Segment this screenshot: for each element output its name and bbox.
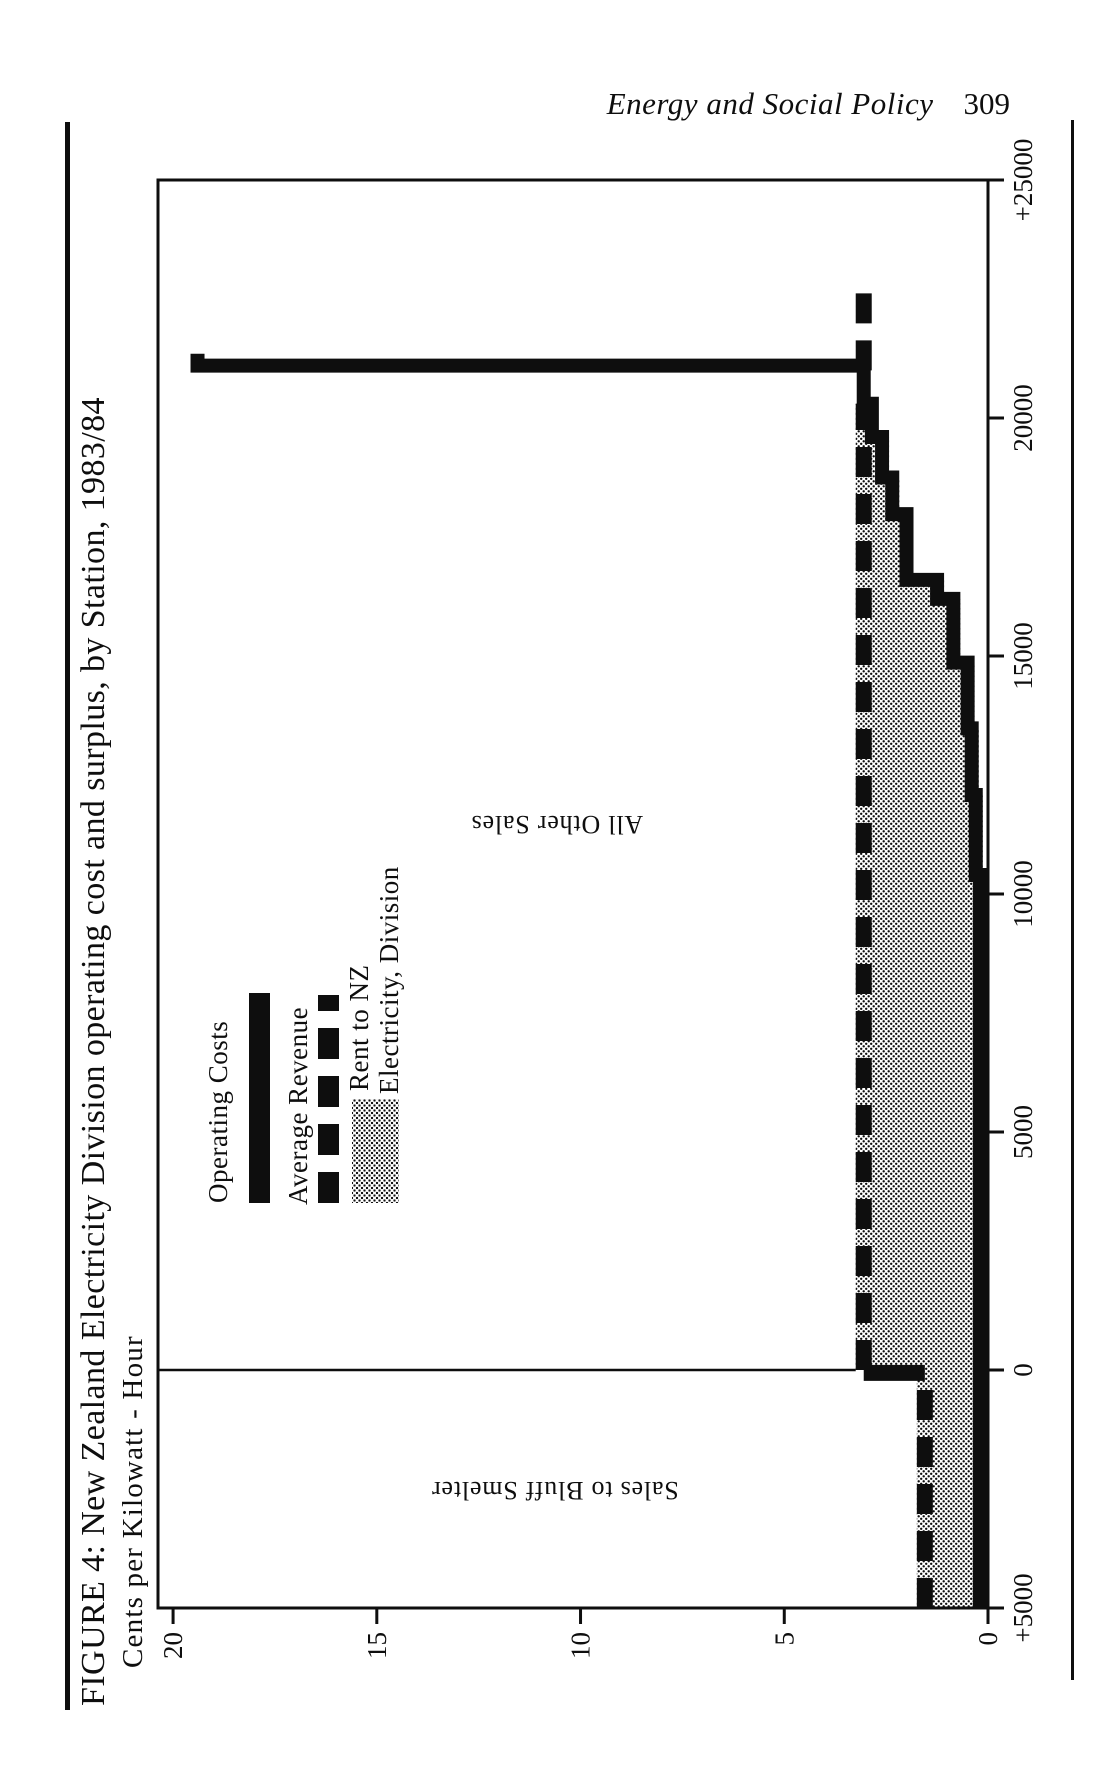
svg-text:15: 15 xyxy=(362,1632,392,1659)
label-all-other-sales: All Other Sales xyxy=(470,810,644,839)
svg-text:20000: 20000 xyxy=(1008,384,1038,452)
legend-operating-costs-key-solid-line xyxy=(249,993,270,1203)
svg-text:+25000: +25000 xyxy=(1008,139,1038,222)
page-number: 309 xyxy=(963,86,1011,121)
svg-text:5000: 5000 xyxy=(1008,1105,1038,1159)
svg-text:20: 20 xyxy=(158,1632,188,1659)
svg-text:0: 0 xyxy=(1008,1363,1038,1377)
chart-svg: +5000 0 5000 10000 15000 20000 +25000 0 5 10 15 20 xyxy=(156,139,1038,1659)
journal-title: Energy and Social Policy xyxy=(606,86,934,121)
legend-average-revenue-label: Average Revenue xyxy=(283,1006,313,1205)
legend-rent-key-stipple-swatch xyxy=(352,1099,399,1203)
rotated-figure: FIGURE 4: New Zealand Electricity Divisi… xyxy=(65,120,1077,1710)
svg-text:10000: 10000 xyxy=(1008,860,1038,928)
legend-rent-label-line1: Rent to NZ xyxy=(344,964,374,1092)
svg-text:0: 0 xyxy=(973,1632,1003,1646)
label-sales-to-bluff-smelter: Sales to Bluff Smelter xyxy=(431,1476,679,1505)
page-header: Energy and Social Policy 309 xyxy=(607,86,1010,122)
svg-text:10: 10 xyxy=(566,1632,596,1659)
svg-text:5: 5 xyxy=(769,1632,799,1646)
svg-text:15000: 15000 xyxy=(1008,622,1038,690)
svg-text:+5000: +5000 xyxy=(1008,1573,1038,1642)
legend-operating-costs-label: Operating Costs xyxy=(203,1020,233,1203)
legend-rent-label-line2: Electricity, Division xyxy=(374,866,404,1094)
legend-average-revenue-key-dashed-line xyxy=(318,995,339,1203)
chart-legend: Operating Costs Average Revenue Rent to … xyxy=(201,785,416,1205)
